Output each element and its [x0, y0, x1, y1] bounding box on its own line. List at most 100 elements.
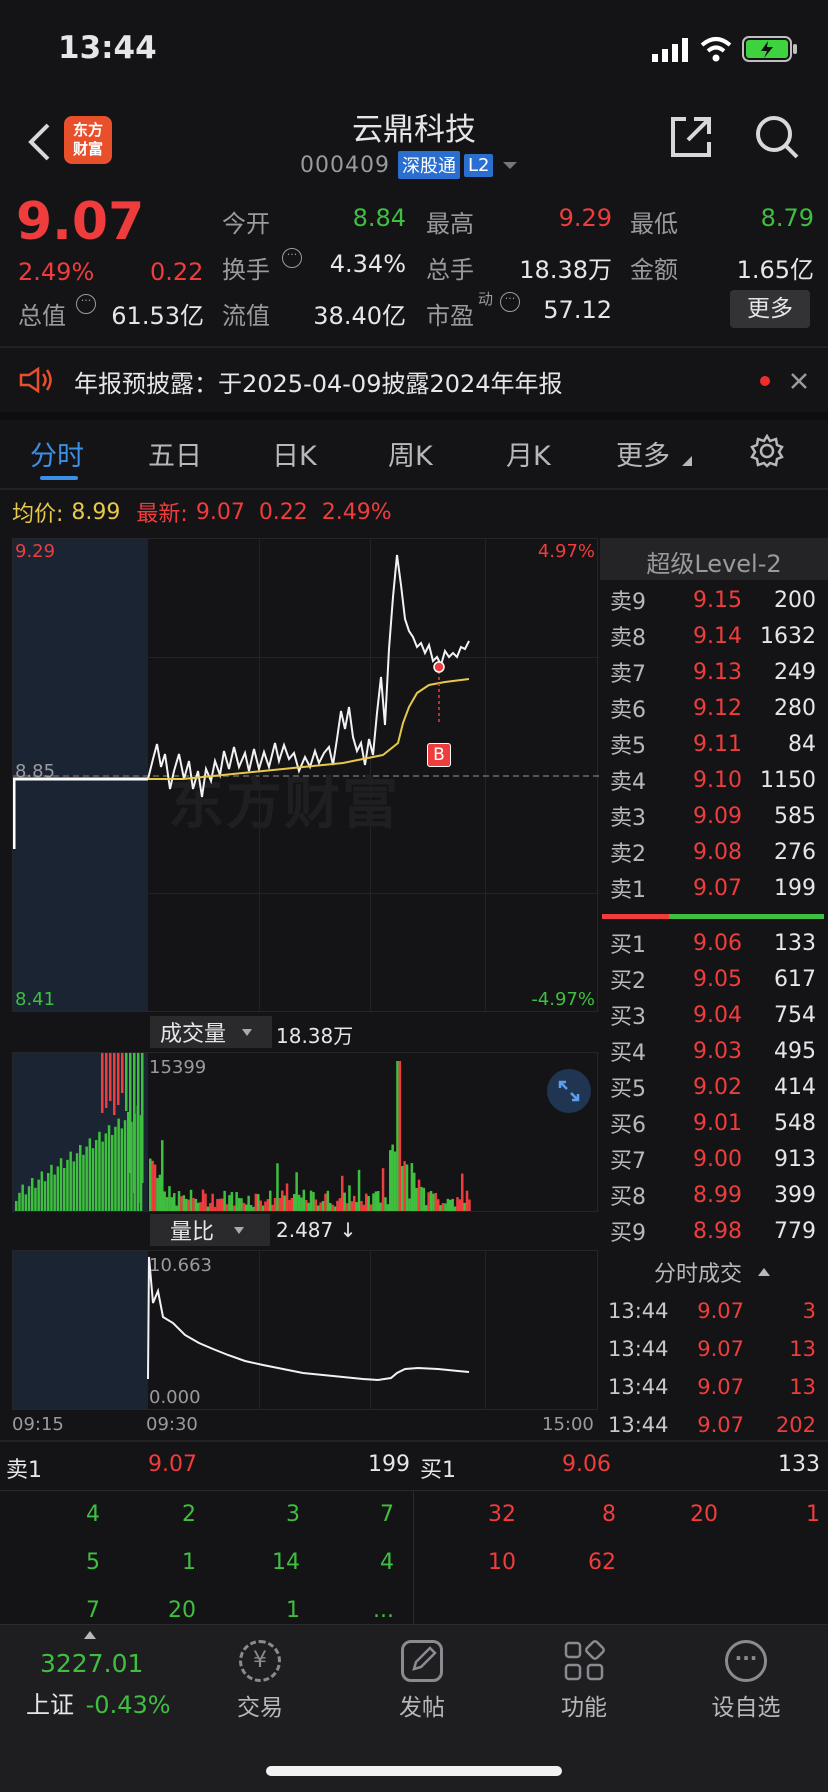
ask-level-row[interactable]: 卖4 9.10 1150 — [600, 762, 824, 798]
ask-level-row[interactable]: 卖1 9.07 199 — [600, 870, 824, 906]
volume-bar — [247, 1195, 250, 1211]
notice-bar[interactable]: 年报预披露：于2025-04-09披露2024年年报 — [0, 350, 828, 410]
ask-level-row[interactable]: 卖8 9.14 1632 — [600, 618, 824, 654]
share-icon[interactable] — [668, 114, 714, 160]
volume-bar — [372, 1193, 375, 1211]
volume-bar — [101, 1053, 104, 1113]
mktcap-label: 总值 — [18, 302, 66, 330]
ask-level-row[interactable]: 卖5 9.11 84 — [600, 726, 824, 762]
bid-volume: 617 — [774, 966, 816, 992]
buy-queue-order: 32 — [488, 1502, 516, 1527]
volume-bar — [105, 1053, 108, 1108]
search-icon[interactable] — [754, 114, 800, 160]
expand-icon[interactable] — [547, 1069, 591, 1113]
ask-level-row[interactable]: 卖2 9.08 276 — [600, 834, 824, 870]
sell-queue-order: 4 — [380, 1550, 394, 1575]
volume-selector-label: 成交量 — [160, 1022, 227, 1047]
buy-marker[interactable]: B — [427, 743, 451, 767]
ask-volume: 199 — [774, 875, 816, 901]
volume-bar — [398, 1061, 402, 1211]
bid-level-row[interactable]: 买1 9.06 133 — [600, 925, 824, 961]
ask-level-row[interactable]: 卖3 9.09 585 — [600, 798, 824, 834]
volume-bar — [197, 1202, 200, 1211]
buy-queue-order: 10 — [488, 1550, 516, 1575]
bid-level-row[interactable]: 买4 9.03 495 — [600, 1033, 824, 1069]
tick-header[interactable]: 分时成交 — [600, 1254, 824, 1290]
info-dots-icon[interactable]: ··· — [282, 248, 302, 268]
volume-bar — [456, 1197, 459, 1211]
ask-level-label: 卖3 — [610, 806, 646, 831]
settings-gear-icon[interactable] — [750, 434, 784, 468]
back-arrow-icon[interactable] — [26, 122, 52, 162]
volume-bar — [314, 1199, 318, 1211]
volume-bar — [434, 1192, 438, 1211]
bid-level-row[interactable]: 买6 9.01 548 — [600, 1105, 824, 1141]
volume-bar — [271, 1204, 274, 1211]
volume-bar — [338, 1198, 342, 1211]
volume-bar — [206, 1206, 210, 1211]
latest-label: 最新: — [136, 502, 188, 527]
tab-five-day[interactable]: 五日 — [148, 441, 202, 472]
tick-time: 13:44 — [608, 1413, 669, 1437]
chart-tabs: 分时 五日 日K 周K 月K 更多 — [0, 420, 828, 488]
ask-level-row[interactable]: 卖6 9.12 280 — [600, 690, 824, 726]
bid-level-label: 买5 — [610, 1077, 646, 1102]
volume-bar — [345, 1203, 349, 1211]
ask-volume: 585 — [774, 803, 816, 829]
bid-level-row[interactable]: 买8 8.99 399 — [600, 1177, 824, 1213]
nav-add-watchlist[interactable]: ··· 设自选 — [686, 1640, 806, 1722]
volume-bar — [40, 1171, 44, 1211]
volume-bar — [18, 1192, 21, 1211]
nav-post[interactable]: 发帖 — [362, 1640, 482, 1722]
ask-level-row[interactable]: 卖7 9.13 249 — [600, 654, 824, 690]
bid-level-row[interactable]: 买5 9.02 414 — [600, 1069, 824, 1105]
volume-bar — [216, 1199, 219, 1211]
unread-dot — [760, 376, 770, 386]
nav-trade[interactable]: ¥ 交易 — [200, 1640, 320, 1722]
more-button[interactable]: 更多 — [730, 290, 810, 328]
volume-bar — [295, 1172, 298, 1211]
info-dots-icon[interactable]: ··· — [76, 294, 96, 314]
ask-price: 9.13 — [693, 659, 742, 685]
volume-value: 18.38万 — [519, 256, 612, 284]
bid-level-row[interactable]: 买3 9.04 754 — [600, 997, 824, 1033]
tab-intraday[interactable]: 分时 — [30, 441, 84, 472]
bid-level-row[interactable]: 买9 8.98 779 — [600, 1213, 824, 1249]
close-icon[interactable] — [790, 372, 808, 390]
volume-bar — [98, 1131, 101, 1211]
volume-bar — [233, 1205, 236, 1211]
volume-bar — [88, 1138, 92, 1211]
bid-level-label: 买7 — [610, 1149, 646, 1174]
notice-text: 年报预披露：于2025-04-09披露2024年年报 — [74, 370, 563, 398]
tab-monthly-k[interactable]: 月K — [506, 441, 551, 472]
nav-functions[interactable]: 功能 — [524, 1640, 644, 1722]
stock-code-row[interactable]: 000409 深股通 L2 — [300, 150, 518, 180]
bid-level-row[interactable]: 买2 9.05 617 — [600, 961, 824, 997]
tab-daily-k[interactable]: 日K — [272, 441, 317, 472]
volume-bar — [133, 1053, 136, 1193]
bid-level-label: 买2 — [610, 969, 646, 994]
ratio-selector[interactable]: 量比 — [150, 1214, 270, 1246]
bid-level-row[interactable]: 买7 9.00 913 — [600, 1141, 824, 1177]
bid-price: 9.06 — [693, 930, 742, 956]
tab-more[interactable]: 更多 — [616, 441, 670, 472]
volume-bar — [266, 1199, 270, 1211]
volume-bar — [319, 1202, 322, 1211]
index-line[interactable]: 上证 -0.43% — [26, 1685, 171, 1720]
nav-trade-label: 交易 — [237, 1695, 283, 1721]
tick-volume: 13 — [789, 1375, 816, 1399]
volume-bar — [300, 1197, 303, 1211]
ask-level-row[interactable]: 卖9 9.15 200 — [600, 582, 824, 618]
info-dots-icon[interactable]: ··· — [500, 292, 520, 312]
volume-bar — [127, 1112, 130, 1211]
volume-chart[interactable]: 15399 — [12, 1052, 598, 1212]
ask-price: 9.09 — [693, 803, 742, 829]
volume-ratio-chart[interactable]: 10.663 0.000 — [12, 1250, 598, 1410]
price-chart[interactable]: 东方财富 B 9.29 8.85 8.41 4.97% -4.97% — [12, 538, 599, 1012]
tab-weekly-k[interactable]: 周K — [388, 441, 433, 472]
volume-bar — [182, 1195, 186, 1211]
volume-bar — [63, 1168, 66, 1211]
volume-bar — [120, 1128, 124, 1211]
volume-selector[interactable]: 成交量 — [150, 1016, 272, 1048]
index-value[interactable]: 3227.01 — [40, 1649, 144, 1678]
